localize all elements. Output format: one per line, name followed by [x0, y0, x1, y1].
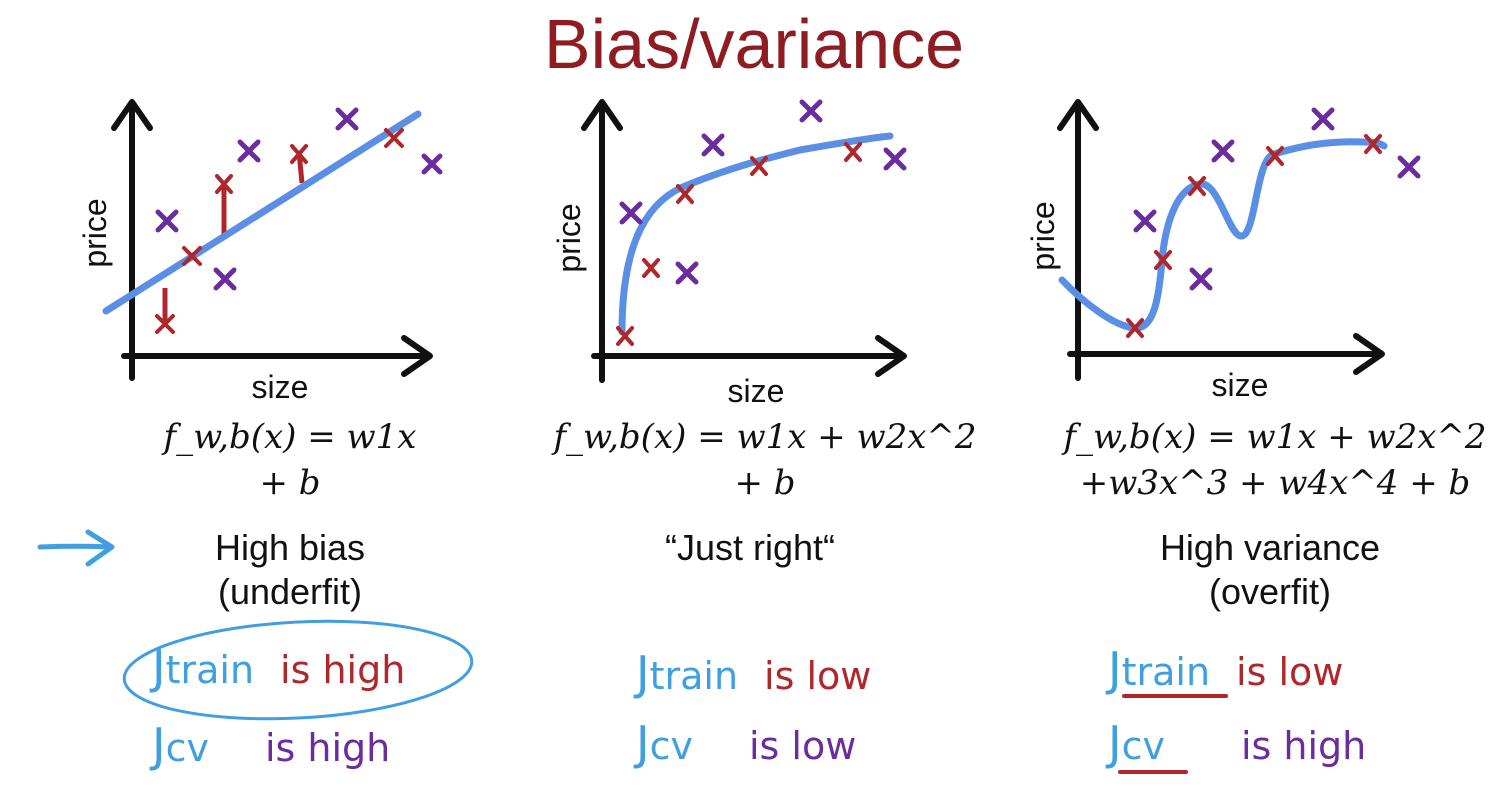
j-symbol: J — [636, 646, 650, 700]
cv-point — [619, 201, 643, 225]
y-axis-arrowhead-icon — [1057, 99, 1099, 131]
cv-point — [237, 139, 261, 163]
train-point — [384, 128, 404, 148]
formula-line-1: f_w,b(x) = w1x — [100, 414, 480, 460]
verdict-just-right: “Just right“ — [590, 526, 910, 570]
j-cv-verdict: is high — [1240, 724, 1367, 768]
j-train-verdict: is low — [764, 654, 872, 698]
y-axis-label: price — [551, 203, 587, 272]
j-train-verdict: is low — [1236, 650, 1344, 694]
cv-point — [213, 267, 237, 291]
formula-just-right: f_w,b(x) = w1x + w2x^2 + b — [530, 414, 1000, 506]
x-axis-label: size — [252, 369, 309, 405]
train-point — [182, 246, 202, 266]
j-cv-verdict: is low — [748, 724, 857, 768]
cv-point — [799, 99, 823, 123]
verdict-high-bias: High bias (underfit) — [130, 526, 450, 614]
cv-point — [1311, 107, 1335, 131]
cv-point — [1397, 155, 1421, 179]
j-symbol: J — [1108, 642, 1122, 696]
formula-line-1: f_w,b(x) = w1x + w2x^2 — [1063, 417, 1487, 457]
y-axis-label: price — [77, 198, 113, 267]
y-axis-arrowhead-icon — [111, 99, 153, 131]
verdict-line-1: High bias — [214, 527, 366, 568]
hand-drawn-arrow-icon — [37, 529, 115, 567]
j-symbol: J — [152, 718, 166, 772]
j-cv-high-bias: Jcv is high — [152, 718, 390, 772]
j-train-label: train — [649, 654, 739, 698]
train-point — [1154, 250, 1172, 270]
plot-high-variance: price size — [1025, 99, 1421, 403]
train-point — [1126, 318, 1144, 338]
train-point — [1364, 134, 1382, 154]
train-point — [155, 314, 175, 334]
train-point — [616, 326, 634, 346]
j-symbol: J — [152, 640, 166, 694]
verdict-line-1: “Just right“ — [664, 527, 836, 568]
formula-line-2: + b — [259, 463, 321, 503]
j-train-high-variance: Jtrain is low — [1108, 642, 1343, 696]
formula-line-1: f_w,b(x) = w1x + w2x^2 — [553, 417, 977, 457]
formula-line-2: + b — [734, 463, 796, 503]
underline-j-cv — [1118, 770, 1188, 774]
j-cv-verdict: is high — [264, 726, 391, 770]
train-point — [215, 174, 233, 194]
cv-point — [335, 107, 359, 131]
verdict-line-1: High variance — [1159, 527, 1381, 568]
cv-point — [1211, 139, 1235, 163]
j-cv-just-right: Jcv is low — [636, 716, 856, 770]
j-train-just-right: Jtrain is low — [636, 646, 871, 700]
j-cv-high-variance: Jcv is high — [1108, 716, 1366, 770]
j-train-high-bias: Jtrain is high — [152, 640, 405, 694]
formula-line-1-text: f_w,b(x) = w1x — [163, 417, 417, 457]
cv-point — [155, 209, 179, 233]
j-cv-label: cv — [649, 724, 693, 768]
x-axis-label: size — [1212, 367, 1269, 403]
x-axis-arrowhead-icon — [401, 335, 433, 377]
verdict-line-2: (underfit) — [217, 571, 363, 612]
verdict-high-variance: High variance (overfit) — [1100, 526, 1440, 614]
train-point — [290, 144, 308, 164]
j-train-verdict: is high — [280, 648, 406, 692]
cv-point — [1189, 267, 1213, 291]
j-symbol: J — [1108, 716, 1122, 770]
cv-point — [421, 153, 443, 175]
x-axis-arrowhead-icon — [875, 335, 907, 377]
train-point — [844, 142, 862, 162]
x-axis-arrowhead-icon — [1353, 333, 1385, 375]
y-axis-label: price — [1025, 201, 1061, 270]
cv-point — [701, 133, 725, 157]
j-cv-label: cv — [165, 726, 209, 770]
plot-just-right: price size — [551, 99, 907, 409]
cv-point — [1133, 209, 1157, 233]
train-point — [676, 184, 694, 204]
j-symbol: J — [636, 716, 650, 770]
linear-fit-curve — [102, 110, 422, 315]
train-point — [1266, 146, 1284, 166]
j-train-label: train — [1121, 650, 1211, 694]
plot-high-bias: price size — [77, 99, 443, 405]
j-cv-label: cv — [1121, 724, 1165, 768]
x-axis-label: size — [728, 373, 785, 409]
verdict-line-2: (overfit) — [1208, 571, 1331, 612]
y-axis-arrowhead-icon — [581, 99, 623, 131]
slide-title: Bias/variance — [543, 5, 965, 83]
underline-j-train — [1122, 694, 1228, 698]
formula-high-variance: f_w,b(x) = w1x + w2x^2 +w3x^3 + w4x^4 + … — [1050, 414, 1500, 506]
train-point — [1188, 176, 1206, 196]
quartic-fit-curve — [1058, 138, 1388, 332]
formula-line-2: +w3x^3 + w4x^4 + b — [1079, 463, 1471, 503]
train-point — [642, 258, 660, 278]
cv-point — [883, 147, 907, 171]
j-train-label: train — [165, 648, 255, 692]
formula-high-bias: f_w,b(x) = w1x + b — [100, 414, 480, 506]
quadratic-fit-curve — [618, 132, 894, 336]
cv-point — [675, 261, 699, 285]
train-point — [750, 156, 768, 176]
